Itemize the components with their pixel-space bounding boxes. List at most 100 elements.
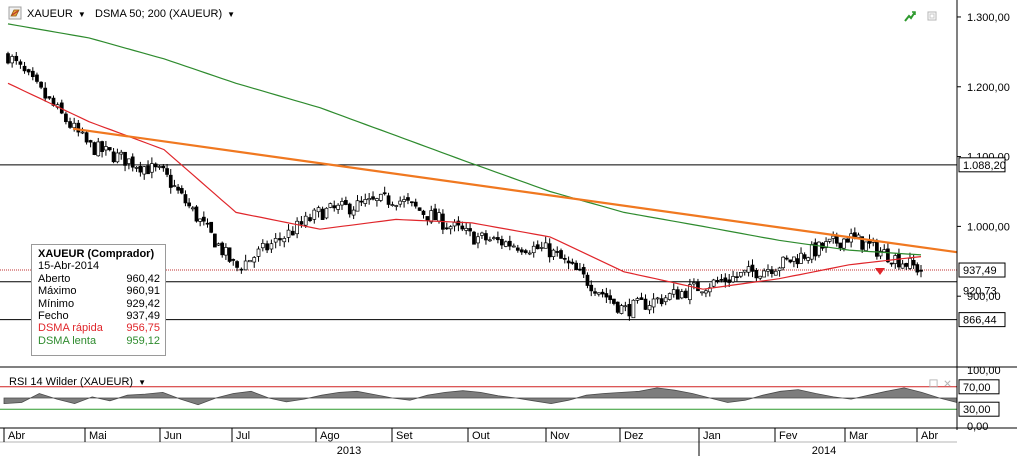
candle-body [18, 61, 23, 65]
year-label: 2014 [812, 445, 836, 456]
month-label: Abr [8, 430, 25, 442]
price-marker-box [958, 262, 1006, 278]
candle-body [738, 271, 743, 277]
candle-body [655, 297, 660, 300]
gold-bar-icon[interactable] [8, 6, 22, 20]
candle-body [437, 212, 441, 222]
candle-body [578, 268, 582, 271]
info-row-value: 960,42 [126, 272, 160, 285]
candle-body [265, 243, 269, 251]
month-label: Dez [624, 430, 644, 442]
candle-body [679, 291, 684, 299]
price-marker-label: 1.088,20 [963, 160, 1006, 172]
candle-body [555, 251, 560, 253]
candle-body [643, 298, 648, 310]
price-tick-label: 1.200,00 [967, 82, 1010, 94]
month-label: Mai [89, 430, 107, 442]
candle-body [472, 231, 476, 245]
candle-body [762, 270, 766, 278]
candle-body [878, 250, 883, 257]
candle-body [39, 81, 43, 88]
candle-body [421, 210, 426, 215]
candle-body [198, 218, 203, 222]
candle-body [523, 250, 528, 253]
candle-body [900, 263, 905, 269]
close-icon[interactable] [943, 379, 952, 388]
candle-body [824, 241, 828, 249]
candle-body [220, 242, 225, 256]
candle-body [324, 207, 329, 219]
info-row: Fecho 937,49 [38, 310, 160, 322]
candle-body [153, 163, 158, 168]
rsi-indicator-selector[interactable]: RSI 14 Wilder (XAUEUR) ▼ [9, 376, 146, 388]
candle-body [413, 201, 418, 207]
year-label: 2013 [337, 445, 361, 456]
candle-body [882, 249, 887, 253]
info-row: Máximo 960,91 [38, 285, 160, 297]
candle-body [593, 291, 597, 294]
candle-body [500, 238, 504, 246]
candle-body [562, 257, 567, 260]
candle-body [456, 220, 461, 226]
ohlc-info-box: XAUEUR (Comprador) 15-Abr-2014 Aberto 960… [31, 244, 166, 356]
candle-body [915, 264, 920, 273]
price-marker-label: 937,49 [963, 265, 997, 277]
info-row-label: Aberto [38, 272, 71, 285]
candle-body [299, 221, 304, 225]
candle-body [464, 227, 469, 231]
month-label: Nov [550, 430, 570, 442]
candle-body [612, 298, 616, 304]
candle-body [897, 253, 901, 268]
dsma-slow-line [7, 23, 922, 256]
candle-body [535, 244, 540, 250]
candle-body [80, 131, 85, 134]
candle-body [750, 264, 755, 272]
candle-body [336, 204, 340, 210]
candle-body [886, 248, 890, 263]
candle-body [781, 256, 786, 269]
candle-body [179, 188, 184, 194]
candle-body [639, 297, 644, 300]
candle-body [243, 260, 248, 271]
candle-body [286, 229, 291, 238]
price-marker-box [958, 157, 1006, 173]
candle-body [320, 208, 325, 220]
candle-body [842, 238, 846, 249]
candle-body [64, 113, 68, 123]
candle-body [904, 262, 909, 267]
candle-body [585, 274, 590, 286]
candle-body [425, 216, 430, 221]
indicator-selector[interactable]: DSMA 50; 200 (XAUEUR) ▼ [95, 8, 235, 20]
month-label: Abr [921, 430, 938, 442]
restore-window-icon[interactable] [929, 379, 938, 388]
candle-body [802, 254, 807, 259]
candle-body [539, 247, 544, 249]
month-label: Fev [779, 430, 798, 442]
info-row-value: 959,12 [126, 334, 160, 347]
candle-body [777, 267, 782, 271]
candle-body [213, 233, 217, 248]
candle-body [742, 269, 747, 273]
candle-body [667, 293, 672, 300]
candle-body [134, 167, 139, 169]
candle-body [735, 276, 739, 278]
month-label: Mar [849, 430, 868, 442]
price-marker-box [958, 312, 1006, 328]
candle-body [127, 158, 131, 164]
trend-up-icon[interactable] [904, 10, 916, 22]
candle-body [731, 276, 735, 283]
month-label: Ago [320, 430, 340, 442]
candle-body [433, 208, 437, 221]
candle-body [371, 196, 375, 200]
restore-window-icon[interactable] [927, 11, 937, 21]
candle-body [344, 200, 348, 205]
candle-body [367, 198, 372, 201]
candle-body [382, 192, 387, 195]
chevron-down-icon: ▼ [77, 9, 86, 19]
chevron-down-icon: ▼ [227, 9, 236, 19]
candle-body [402, 199, 406, 202]
symbol-selector[interactable]: XAUEUR ▼ [27, 8, 86, 20]
price-tick-label: 900,00 [967, 291, 1001, 303]
